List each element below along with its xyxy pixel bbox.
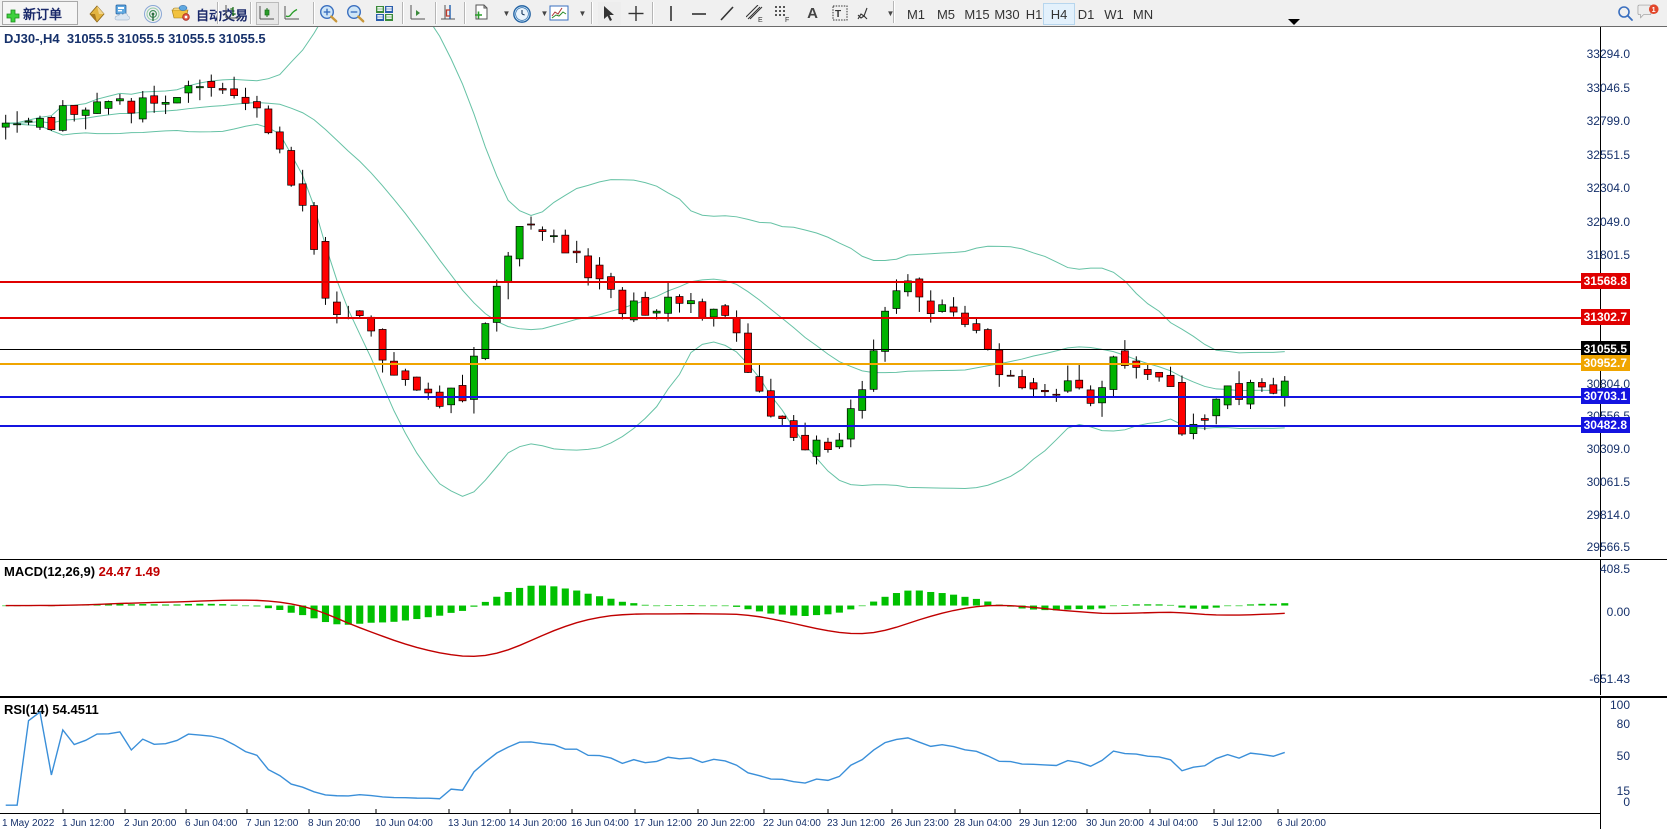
svg-text:F: F [785,17,789,23]
svg-text:1: 1 [1652,6,1656,14]
svg-text:E: E [758,17,763,23]
svg-text:T: T [835,9,841,20]
